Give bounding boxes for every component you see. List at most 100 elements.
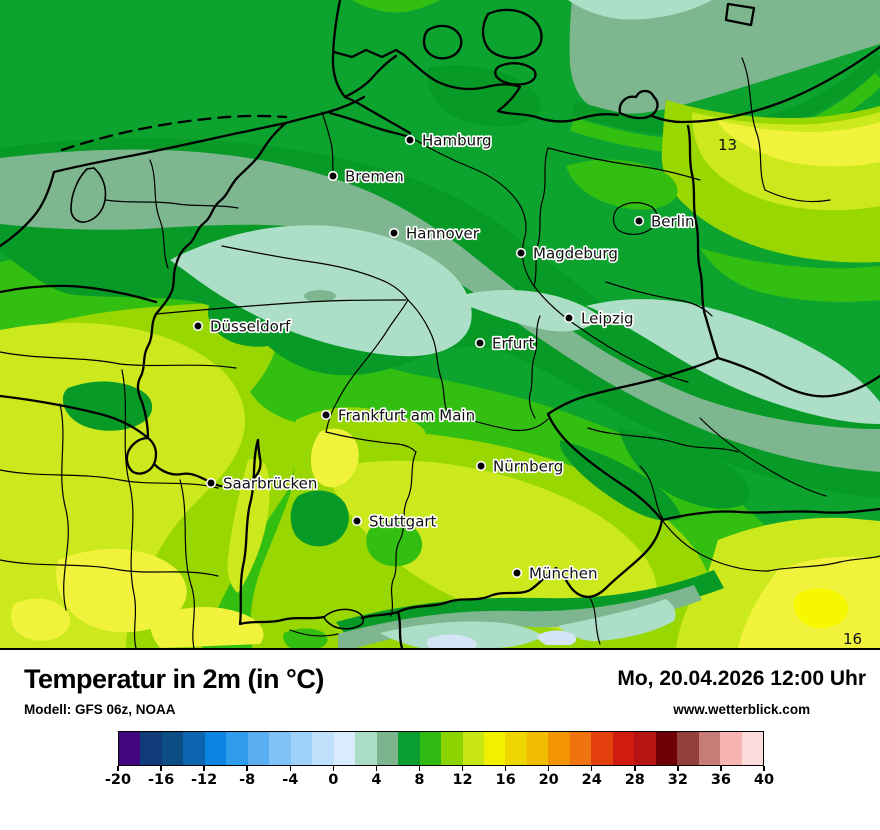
- legend-segment: [634, 732, 656, 765]
- city-marker: Erfurt: [474, 333, 536, 354]
- city-labels-layer: Hamburg Bremen Hannover Berlin Magdeburg Düss…: [192, 130, 696, 584]
- city-marker: Hamburg: [404, 130, 493, 151]
- website-credit: www.wetterblick.com: [673, 702, 811, 717]
- legend-tick-label: 28: [624, 772, 645, 788]
- city-label: Berlin: [651, 213, 695, 231]
- legend-segment: [269, 732, 291, 765]
- legend-tick-label: 16: [495, 772, 516, 788]
- legend-tick-label: 40: [753, 772, 775, 788]
- city-label: Bremen: [345, 168, 404, 186]
- legend-segment: [140, 732, 162, 765]
- city-dot: [351, 515, 363, 527]
- legend-segment: [462, 732, 484, 765]
- legend-tick: [117, 766, 119, 771]
- legend-tick: [634, 766, 636, 771]
- legend-segment: [741, 732, 764, 765]
- city-label: Erfurt: [492, 335, 535, 353]
- legend-tick-label: -20: [104, 772, 132, 788]
- map-area: 13 16 Hamburg Bremen Hannover Berlin Magdebur…: [0, 0, 880, 650]
- legend-tick-label: 8: [414, 772, 425, 788]
- info-bar: Temperatur in 2m (in °C) Modell: GFS 06z…: [0, 650, 880, 717]
- legend-tick-label: -8: [239, 772, 256, 788]
- city-dot: [633, 215, 645, 227]
- legend-tick: [504, 766, 507, 771]
- page-title: Temperatur in 2m (in °C): [24, 664, 324, 694]
- city-label: Hamburg: [422, 132, 492, 150]
- legend-segment: [204, 732, 227, 765]
- city-marker: Bremen: [327, 166, 405, 187]
- city-dot: [320, 409, 332, 421]
- legend-tick: [246, 766, 248, 771]
- legend-segment: [119, 732, 141, 765]
- legend-tick: [332, 766, 335, 771]
- legend-tick-label: 0: [328, 772, 339, 788]
- city-dot: [327, 170, 339, 182]
- legend-tick: [677, 766, 679, 771]
- country-borders-layer: [0, 0, 880, 648]
- city-marker: Berlin: [633, 211, 696, 232]
- legend-segment: [398, 732, 420, 765]
- legend-tick: [289, 766, 292, 771]
- city-marker: Stuttgart: [351, 511, 438, 532]
- legend-tick-label: -12: [191, 772, 218, 788]
- legend-segment: [655, 732, 678, 765]
- legend-tick: [461, 766, 464, 771]
- map-value-label: 13: [718, 136, 737, 154]
- legend-tick-label: 4: [371, 772, 382, 788]
- city-dot: [205, 477, 217, 489]
- city-marker: Leipzig: [563, 308, 635, 329]
- legend-segment: [483, 732, 506, 765]
- legend-segment: [226, 732, 248, 765]
- city-marker: Frankfurt am Main: [320, 405, 477, 426]
- legend-tick-label: 36: [710, 772, 732, 788]
- legend-segment: [161, 732, 184, 765]
- city-dot: [515, 247, 527, 259]
- city-marker: Düsseldorf: [192, 316, 293, 337]
- city-dot: [474, 337, 486, 349]
- value-annotations-layer: 13 16: [718, 136, 862, 648]
- legend-tick: [160, 766, 162, 771]
- legend-segment: [376, 732, 399, 765]
- city-label: Hannover: [406, 225, 480, 243]
- legend-segment: [591, 732, 613, 765]
- legend-segment: [290, 732, 313, 765]
- city-dot: [192, 320, 204, 332]
- city-dot: [388, 227, 400, 239]
- city-dot: [563, 312, 575, 324]
- legend-tick: [203, 766, 205, 771]
- legend-segment: [505, 732, 527, 765]
- legend-segment: [569, 732, 592, 765]
- weather-map: 13 16 Hamburg Bremen Hannover Berlin Magdebur…: [0, 0, 880, 648]
- city-label: München: [529, 565, 597, 583]
- temperature-legend: -20 -16 -12 -8 -4 0 4 8 12 16 20 24 28 32 36 40: [105, 731, 774, 790]
- city-dot: [404, 134, 416, 146]
- city-marker: Magdeburg: [515, 243, 619, 264]
- city-dot: [511, 567, 523, 579]
- legend-tick-label: 32: [667, 772, 688, 788]
- legend-tick: [763, 766, 765, 771]
- legend-segment: [548, 732, 570, 765]
- legend-tick-label: -16: [147, 772, 175, 788]
- legend-tick-labels: -20 -16 -12 -8 -4 0 4 8 12 16 20 24 28 32 36 40: [105, 772, 774, 790]
- city-marker: Hannover: [388, 223, 481, 244]
- legend-segment: [355, 732, 377, 765]
- city-label: Düsseldorf: [210, 318, 291, 336]
- legend-tick: [418, 766, 421, 771]
- legend-tick-label: -4: [282, 772, 299, 788]
- city-marker: München: [511, 563, 599, 584]
- legend-segment: [183, 732, 205, 765]
- city-dot: [475, 460, 487, 472]
- city-label: Nürnberg: [493, 458, 563, 476]
- legend-tick: [720, 766, 722, 771]
- datetime-block: Mo, 20.04.2026 12:00 Uhr www.wetterblick…: [617, 664, 866, 717]
- legend-segment: [441, 732, 463, 765]
- legend-tick: [590, 766, 593, 771]
- legend-segment: [612, 732, 635, 765]
- city-label: Magdeburg: [533, 245, 618, 263]
- legend-segment: [312, 732, 334, 765]
- map-value-label: 16: [843, 630, 862, 648]
- legend-segment: [247, 732, 270, 765]
- legend-segment: [419, 732, 442, 765]
- city-marker: Saarbrücken: [205, 473, 319, 494]
